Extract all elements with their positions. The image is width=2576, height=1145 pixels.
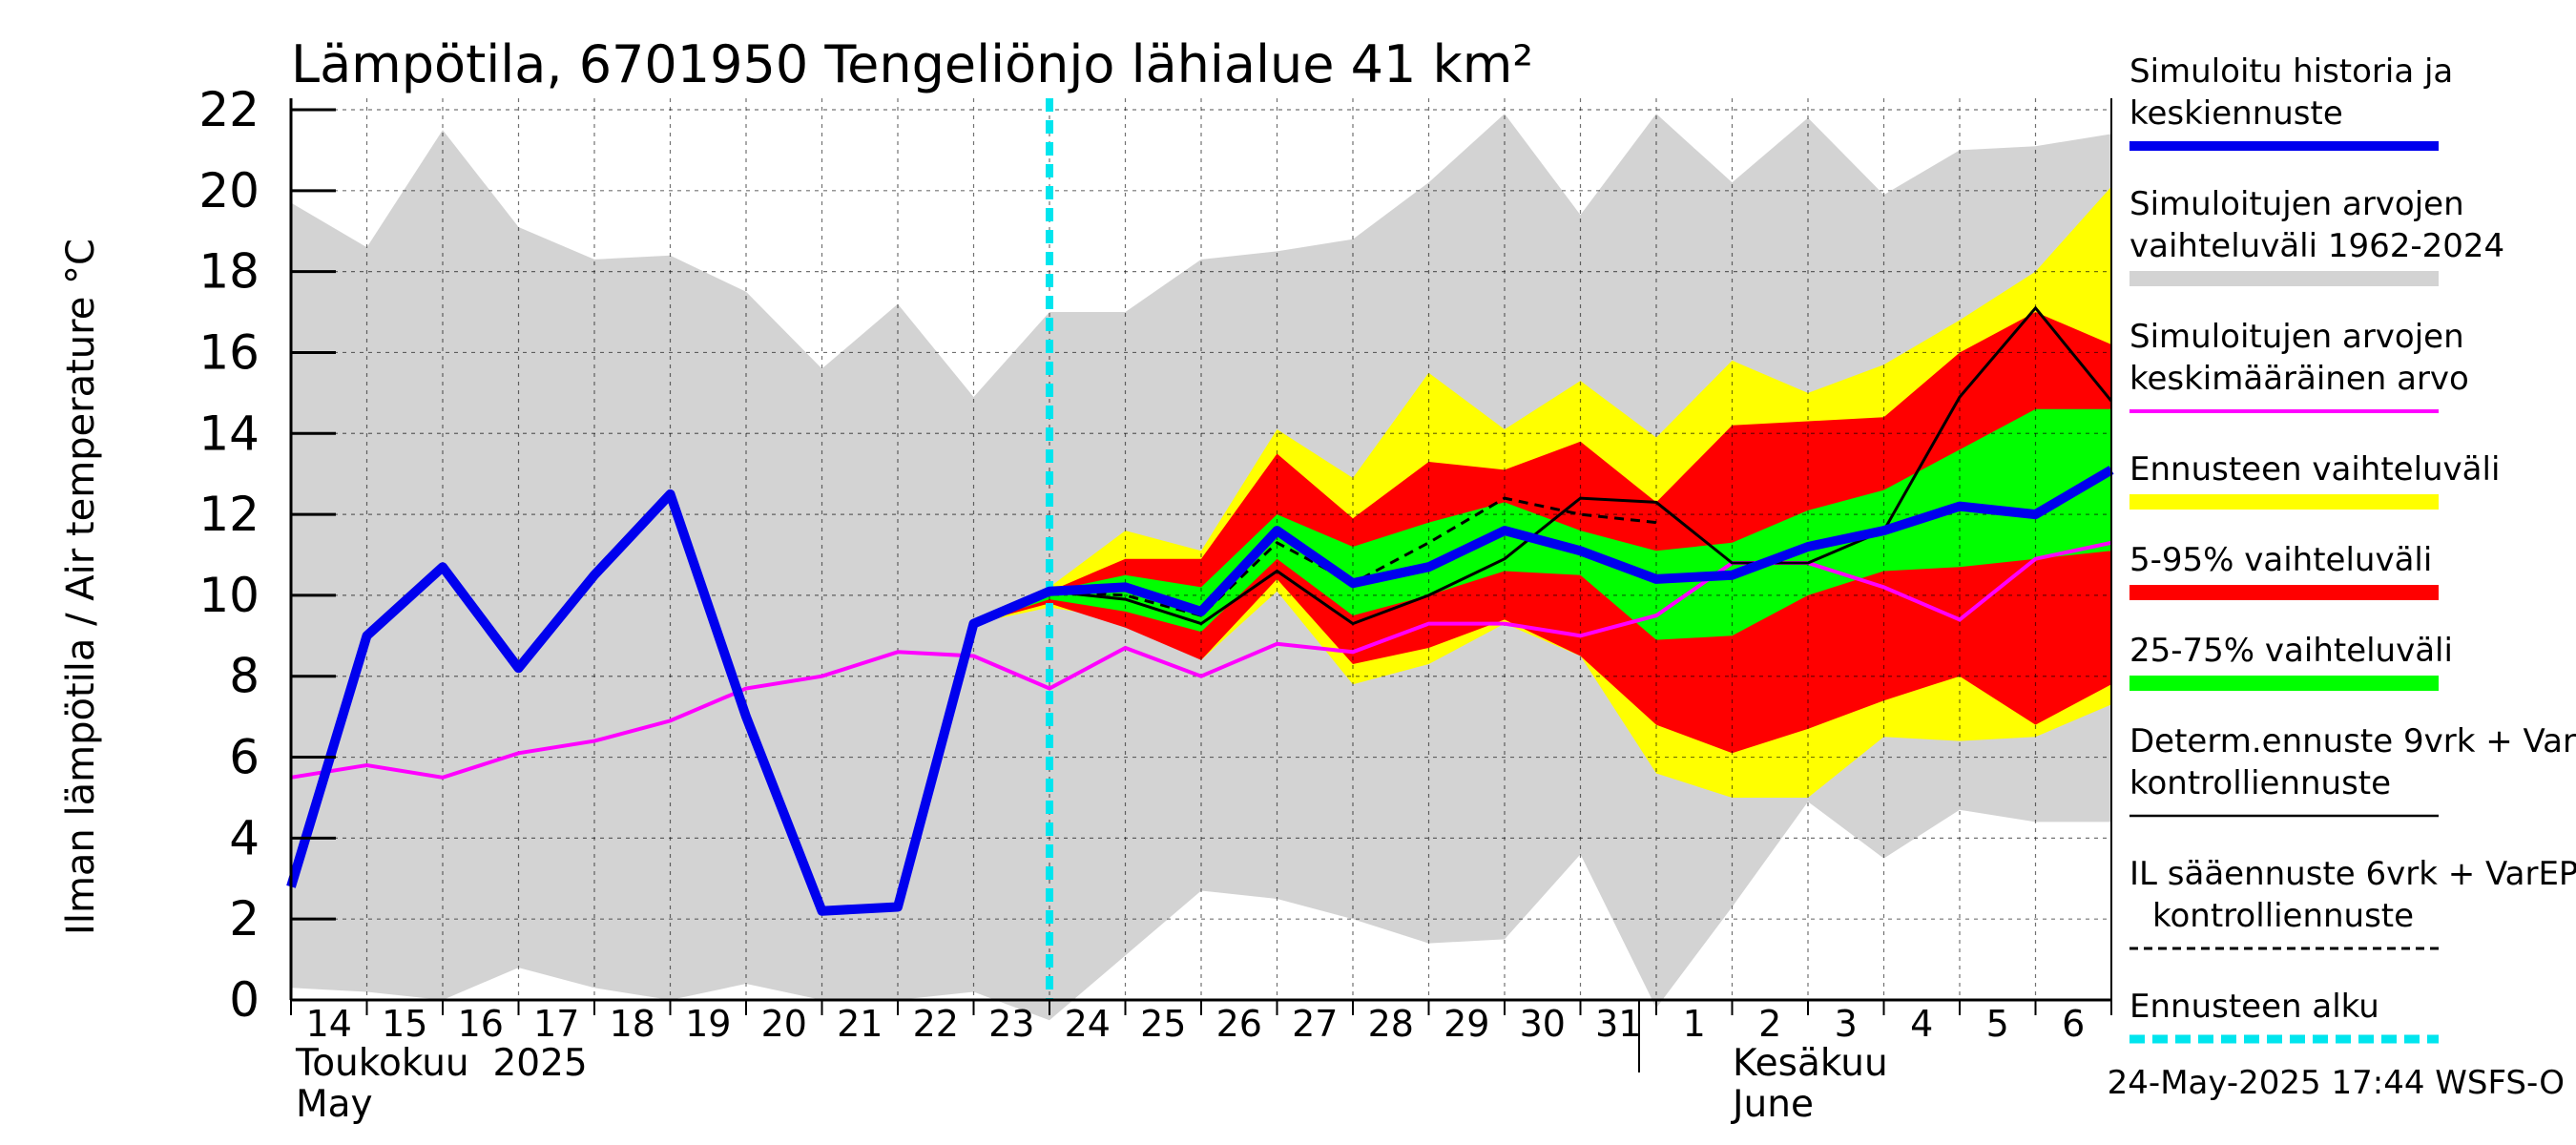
- x-tick-label: 14: [306, 1003, 352, 1045]
- y-axis-label: Ilman lämpötila / Air temperature °C: [59, 239, 103, 935]
- legend-label: vaihteluväli 1962-2024: [2129, 227, 2504, 265]
- month-label-june-en: June: [1730, 1083, 1814, 1126]
- x-tick-label: 20: [761, 1003, 807, 1045]
- y-tick-labels: 0 2 4 6 8 10 12 14 16 18 20 22: [198, 82, 260, 1028]
- y-tick-label: 4: [229, 810, 260, 865]
- series-simulated: [286, 466, 2114, 916]
- legend-label: Simuloitujen arvojen: [2129, 185, 2464, 223]
- bands-layer: [291, 114, 2111, 1021]
- y-tick-label: 8: [229, 649, 260, 704]
- month-label-june-fi: Kesäkuu: [1733, 1042, 1888, 1085]
- x-tick-label: 2: [1758, 1003, 1781, 1045]
- x-tick-label: 1: [1683, 1003, 1706, 1045]
- legend-label: kontrolliennuste: [2152, 897, 2414, 935]
- x-tick-label: 25: [1140, 1003, 1186, 1045]
- legend-label: Simuloitujen arvojen: [2129, 318, 2464, 356]
- x-tick-label: 18: [610, 1003, 655, 1045]
- x-tick-labels: 14 15 16 17 18 19 20 21 22 23 24 25 26 27 28 29 30 31 1 2 3 4…: [306, 1003, 2086, 1045]
- month-label-may-fi: Toukokuu 2025: [295, 1042, 588, 1085]
- legend-label: IL sääennuste 6vrk + VarEPS: [2129, 855, 2576, 893]
- legend-label: kontrolliennuste: [2129, 764, 2391, 802]
- y-tick-label: 20: [198, 163, 260, 219]
- x-tick-label: 17: [533, 1003, 579, 1045]
- x-tick-label: 27: [1292, 1003, 1338, 1045]
- chart-title: Lämpötila, 6701950 Tengeliönjo lähialue …: [291, 34, 1533, 94]
- x-tick-label: 19: [685, 1003, 731, 1045]
- band-p25-75: [973, 408, 2111, 640]
- grid-layer: [291, 98, 2111, 1000]
- x-tick-label: 5: [1986, 1003, 2009, 1045]
- legend-label: Ennusteen alku: [2129, 988, 2379, 1026]
- y-tick-label: 22: [198, 82, 260, 137]
- legend-label: keskiennuste: [2129, 94, 2343, 133]
- y-tick-label: 10: [198, 568, 260, 623]
- x-tick-label: 31: [1595, 1003, 1641, 1045]
- month-label-may-en: May: [296, 1083, 373, 1126]
- legend-label: 5-95% vaihteluväli: [2129, 541, 2432, 579]
- axes-layer: [289, 98, 2112, 1072]
- series-deterministic-forecast: [972, 305, 2113, 626]
- legend-label: 25-75% vaihteluväli: [2129, 632, 2453, 670]
- x-tick-label: 24: [1065, 1003, 1111, 1045]
- x-tick-label: 4: [1910, 1003, 1933, 1045]
- x-tick-label: 23: [988, 1003, 1034, 1045]
- y-tick-label: 14: [198, 406, 260, 461]
- x-tick-label: 26: [1216, 1003, 1262, 1045]
- footer-timestamp: 24-May-2025 17:44 WSFS-O: [2108, 1064, 2565, 1102]
- y-tick-label: 6: [229, 730, 260, 785]
- x-tick-label: 30: [1520, 1003, 1566, 1045]
- legend-label: Ennusteen vaihteluväli: [2129, 450, 2500, 489]
- y-tick-label: 2: [229, 891, 260, 947]
- y-tick-label: 16: [198, 324, 260, 380]
- x-tick-label: 28: [1368, 1003, 1414, 1045]
- y-tick-label: 0: [229, 972, 260, 1028]
- x-tick-label: 15: [382, 1003, 427, 1045]
- x-tick-label: 16: [458, 1003, 504, 1045]
- x-tick-label: 21: [837, 1003, 883, 1045]
- legend-label: keskimääräinen arvo: [2129, 360, 2469, 398]
- legend-label: Simuloitu historia ja: [2129, 52, 2453, 91]
- x-tick-label: 6: [2062, 1003, 2085, 1045]
- x-tick-label: 29: [1444, 1003, 1489, 1045]
- x-tick-label: 22: [913, 1003, 959, 1045]
- y-tick-label: 12: [198, 487, 260, 542]
- x-tick-label: 3: [1835, 1003, 1858, 1045]
- lines-layer: [286, 98, 2114, 1000]
- y-tick-label: 18: [198, 244, 260, 300]
- legend-label: Determ.ennuste 9vrk + VarEPS: [2129, 722, 2576, 760]
